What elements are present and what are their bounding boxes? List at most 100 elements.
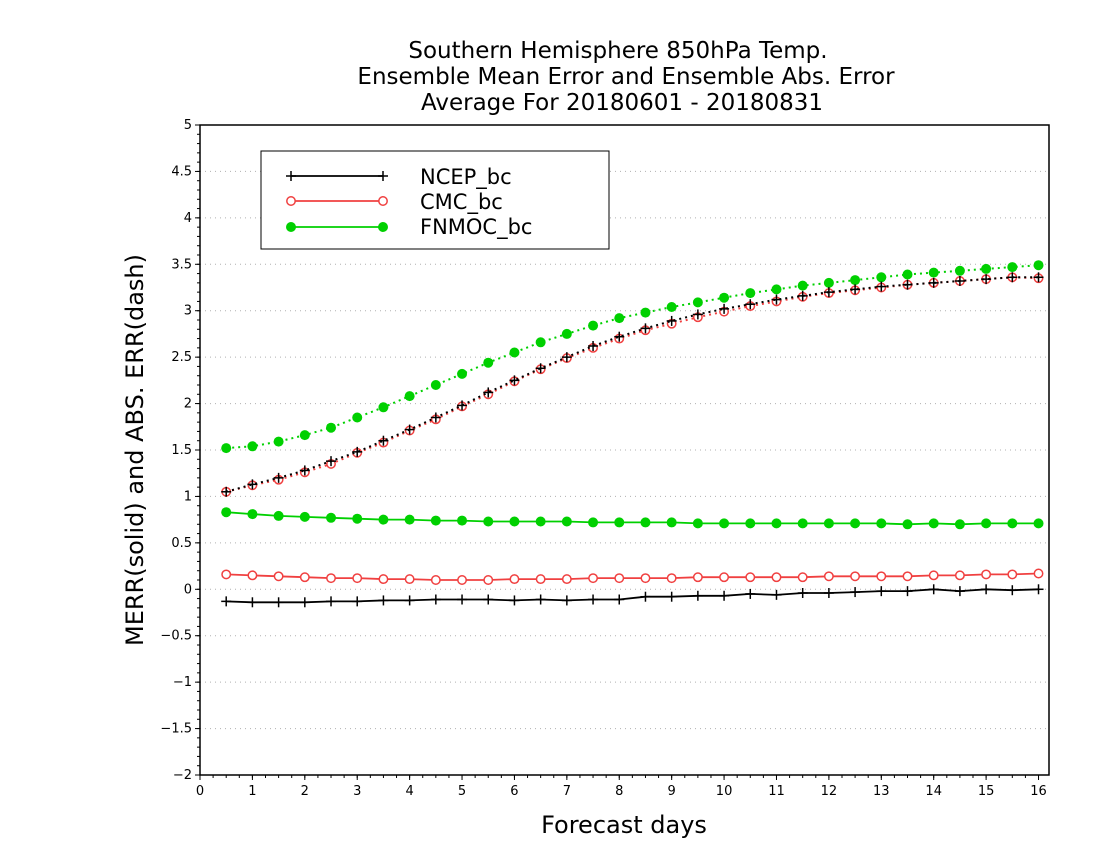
chart-title-line-2: Ensemble Mean Error and Ensemble Abs. Er… xyxy=(357,64,895,90)
data-point-ncep-bc xyxy=(352,596,363,607)
data-point-fnmoc-bc xyxy=(797,280,808,291)
y-tick-label: 0 xyxy=(184,582,192,597)
grid-lines xyxy=(200,170,1049,730)
data-point-ncep-bc xyxy=(378,435,389,446)
data-point-ncep-bc xyxy=(745,299,756,310)
data-point-ncep-bc xyxy=(902,279,913,290)
data-point-cmc-bc xyxy=(928,570,939,581)
data-point-ncep-bc xyxy=(797,588,808,598)
data-point-fnmoc-bc xyxy=(666,517,677,528)
data-point-cmc-bc xyxy=(954,570,965,581)
data-point-cmc-bc xyxy=(326,573,336,584)
data-point-fnmoc-bc xyxy=(299,511,310,522)
legend-marker xyxy=(286,171,296,181)
data-point-fnmoc-bc xyxy=(561,328,572,339)
legend-label-cmc: CMC_bc xyxy=(420,190,503,215)
data-point-cmc-bc xyxy=(588,573,599,584)
data-point-fnmoc-bc xyxy=(692,297,703,308)
data-point-fnmoc-bc xyxy=(273,436,284,447)
data-point-ncep-bc xyxy=(221,486,232,497)
series-ncep-bc-line xyxy=(225,276,1039,493)
x-tick-label: 8 xyxy=(615,784,623,799)
data-point-ncep-bc xyxy=(823,287,834,298)
series-ncep-bc-line xyxy=(226,588,1039,604)
data-point-fnmoc-bc xyxy=(850,275,861,286)
data-point-fnmoc-bc xyxy=(771,284,782,295)
data-point-fnmoc-bc xyxy=(561,516,572,527)
data-point-ncep-bc xyxy=(1007,585,1018,596)
data-point-fnmoc-bc xyxy=(483,516,494,527)
y-tick-label: 3.5 xyxy=(171,257,192,272)
data-point-cmc-bc xyxy=(404,574,415,585)
y-axis-ticks: −2 −1.5 −1 −0.5 0 0.5 1 1.5 2 2.5 3 3.5 4 4.5 5 xyxy=(160,118,200,783)
data-point-ncep-bc xyxy=(483,387,494,398)
y-tick-label: 2.5 xyxy=(171,350,192,365)
data-point-fnmoc-bc xyxy=(666,302,677,312)
data-point-ncep-bc xyxy=(588,594,599,605)
x-tick-label: 2 xyxy=(301,784,309,799)
data-point-fnmoc-bc xyxy=(404,514,415,525)
data-point-fnmoc-bc xyxy=(928,518,939,529)
data-point-fnmoc-bc xyxy=(483,357,494,368)
data-point-fnmoc-bc xyxy=(640,307,651,318)
data-point-ncep-bc xyxy=(561,595,572,606)
data-point-ncep-bc xyxy=(273,472,284,483)
series-fnmoc-bc-abs-err-dash xyxy=(221,260,1044,454)
legend-sample-fnmoc-bc xyxy=(286,222,388,232)
data-point-fnmoc-bc xyxy=(797,518,808,529)
data-point-ncep-bc xyxy=(981,584,992,595)
legend-marker xyxy=(286,222,296,232)
data-point-fnmoc-bc xyxy=(614,313,625,324)
data-point-fnmoc-bc xyxy=(404,391,415,402)
data-point-cmc-bc xyxy=(1007,569,1018,580)
data-point-ncep-bc xyxy=(535,594,546,605)
data-point-fnmoc-bc xyxy=(719,518,730,529)
data-point-ncep-bc xyxy=(1033,584,1044,595)
y-axis-label: MERR(solid) and ABS. ERR(dash) xyxy=(121,254,149,646)
data-point-ncep-bc xyxy=(981,274,992,285)
data-point-fnmoc-bc xyxy=(981,263,992,274)
data-point-ncep-bc xyxy=(404,595,415,606)
y-tick-label: 2 xyxy=(184,397,192,412)
y-tick-label: 4.5 xyxy=(171,164,192,179)
data-point-fnmoc-bc xyxy=(378,402,389,413)
data-point-cmc-bc xyxy=(692,572,703,583)
series-ncep-bc-abs-err-dash xyxy=(221,272,1044,497)
data-point-fnmoc-bc xyxy=(430,380,441,390)
x-tick-label: 14 xyxy=(925,784,942,799)
data-point-fnmoc-bc xyxy=(745,518,756,529)
data-point-fnmoc-bc xyxy=(850,518,861,529)
data-point-ncep-bc xyxy=(614,331,625,342)
data-point-ncep-bc xyxy=(535,363,546,374)
data-point-fnmoc-bc xyxy=(588,320,599,331)
data-point-ncep-bc xyxy=(771,294,782,305)
data-point-cmc-bc xyxy=(902,571,913,582)
data-point-fnmoc-bc xyxy=(823,518,834,529)
series-ncep-bc-merr-solid xyxy=(221,584,1044,608)
series-fnmoc-bc-line xyxy=(226,264,1039,450)
data-point-fnmoc-bc xyxy=(457,368,468,379)
data-point-cmc-bc xyxy=(247,570,258,581)
data-point-fnmoc-bc xyxy=(876,272,887,283)
x-tick-label: 3 xyxy=(353,784,361,799)
x-tick-label: 13 xyxy=(873,784,890,799)
data-point-ncep-bc xyxy=(823,588,834,598)
data-point-ncep-bc xyxy=(326,456,337,467)
data-point-ncep-bc xyxy=(430,412,441,423)
data-point-fnmoc-bc xyxy=(588,517,599,528)
data-point-ncep-bc xyxy=(430,594,441,605)
data-point-ncep-bc xyxy=(614,594,625,605)
chart-title-line-1: Southern Hemisphere 850hPa Temp. xyxy=(408,38,827,64)
data-point-fnmoc-bc xyxy=(902,519,913,530)
data-point-ncep-bc xyxy=(902,586,913,597)
data-point-ncep-bc xyxy=(352,446,363,457)
data-point-fnmoc-bc xyxy=(299,430,310,441)
data-point-ncep-bc xyxy=(247,597,258,608)
data-point-fnmoc-bc xyxy=(352,412,363,423)
data-point-ncep-bc xyxy=(1007,272,1018,283)
data-point-cmc-bc xyxy=(430,575,441,585)
data-point-fnmoc-bc xyxy=(247,441,258,452)
data-point-cmc-bc xyxy=(719,572,730,583)
legend-marker xyxy=(378,222,388,232)
